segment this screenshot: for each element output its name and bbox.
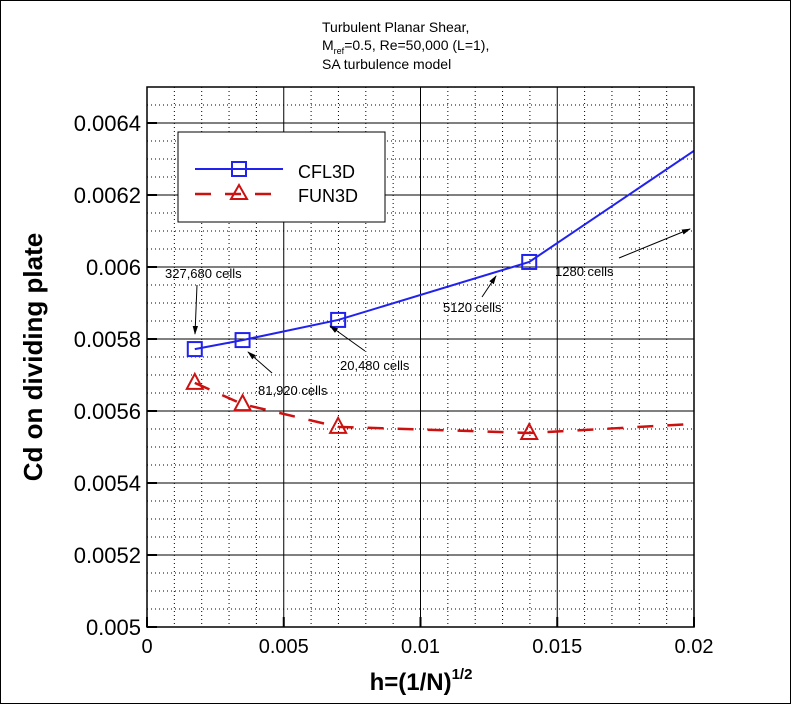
y-tick-label: 0.0064 xyxy=(74,111,141,136)
legend-square-marker xyxy=(231,161,247,177)
legend-label-cfl3d: CFL3D xyxy=(298,162,355,182)
annotation-arrow xyxy=(192,284,199,335)
annotation-81920: 81,920 cells xyxy=(258,383,328,398)
annotation-327680: 327,680 cells xyxy=(165,266,242,281)
annotation-5120: 5120 cells xyxy=(443,300,502,315)
data-point-triangle xyxy=(232,393,253,412)
x-tick-label: 0 xyxy=(141,636,152,658)
y-tick-label: 0.006 xyxy=(86,255,141,280)
legend-triangle-marker xyxy=(229,182,249,200)
annotations: 327,680 cells 81,920 cells 20,480 cells … xyxy=(165,228,691,398)
data-point-square xyxy=(234,332,251,349)
title-line-1: Turbulent Planar Shear, xyxy=(322,19,469,35)
y-tick-label: 0.0054 xyxy=(74,471,141,496)
y-tick-label: 0.0058 xyxy=(74,327,141,352)
y-tick-label: 0.005 xyxy=(86,615,141,640)
x-tick-label: 0.015 xyxy=(532,636,582,658)
y-tick-label: 0.0052 xyxy=(74,543,141,568)
annotation-1280: 1280 cells xyxy=(555,264,614,279)
annotation-arrow xyxy=(329,325,366,352)
x-tick-label: 0.01 xyxy=(401,636,440,658)
y-tick-label: 0.0056 xyxy=(74,399,141,424)
legend-label-fun3d: FUN3D xyxy=(298,186,358,206)
y-axis-label: Cd on dividing plate xyxy=(18,233,48,481)
series-line-fun3d xyxy=(194,381,694,435)
legend-box xyxy=(177,131,386,223)
annotation-20480: 20,480 cells xyxy=(340,358,410,373)
title: Turbulent Planar Shear, Mref=0.5, Re=50,… xyxy=(322,19,489,72)
x-tick-label: 0.02 xyxy=(675,636,714,658)
data-point-square xyxy=(521,253,538,270)
data-point-square xyxy=(186,341,203,358)
series-line-cfl3d xyxy=(194,149,694,351)
x-tick-label: 0.005 xyxy=(259,636,309,658)
title-line-2: Mref=0.5, Re=50,000 (L=1), xyxy=(322,37,489,56)
data-point-triangle xyxy=(328,415,348,434)
annotation-arrow xyxy=(481,275,497,298)
annotation-arrow xyxy=(247,351,273,374)
annotation-arrow xyxy=(618,228,691,259)
y-tick-label: 0.0062 xyxy=(74,183,141,208)
legend: CFL3D FUN3D xyxy=(177,131,386,223)
data-point-triangle xyxy=(185,371,205,390)
x-axis-label: h=(1/N)1/2 xyxy=(370,666,473,696)
title-line-3: SA turbulence model xyxy=(322,56,451,72)
data-point-triangle xyxy=(519,421,539,440)
